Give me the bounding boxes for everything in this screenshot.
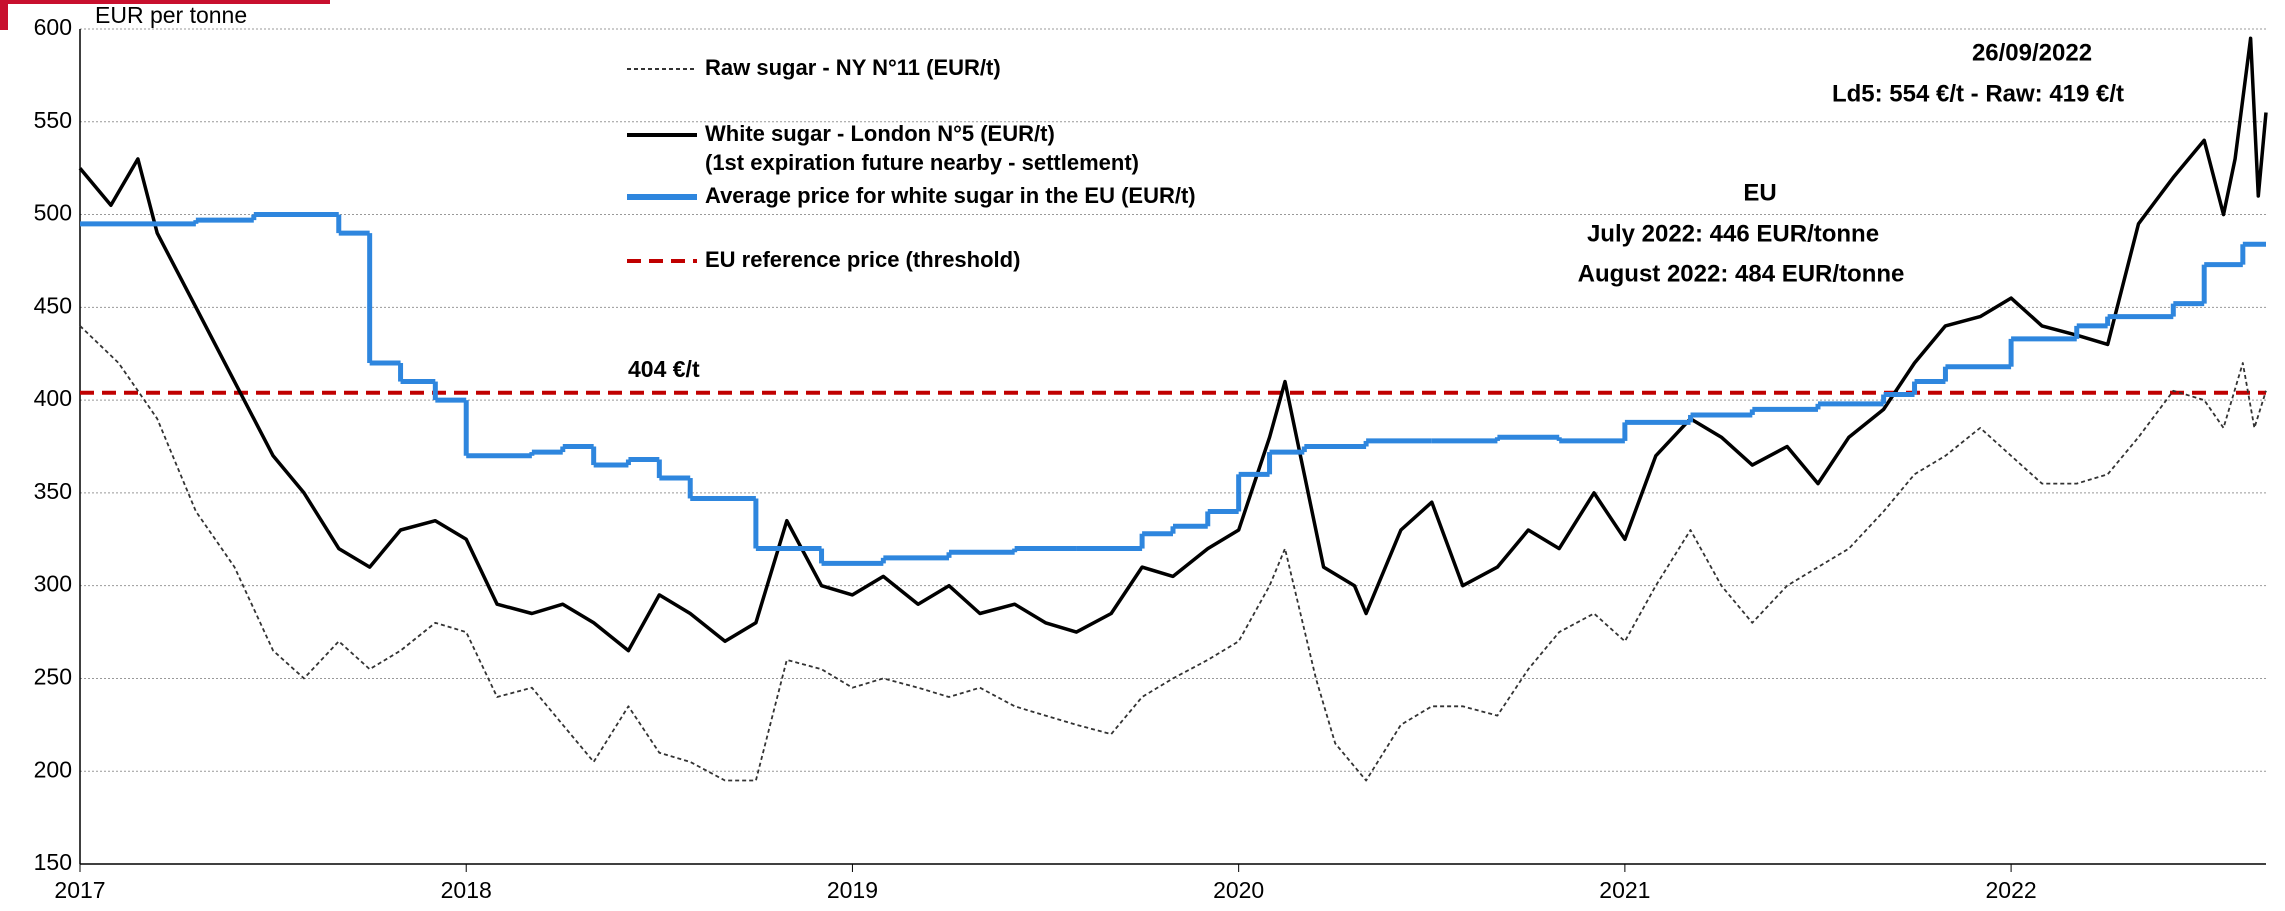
axis-unit: EUR per tonne	[95, 2, 247, 28]
y-tick-label: 300	[34, 571, 72, 597]
x-tick-label: 2019	[827, 877, 878, 903]
legend-label: EU reference price (threshold)	[705, 247, 1020, 272]
y-tick-label: 250	[34, 664, 72, 690]
logo-edge	[0, 0, 8, 30]
logo-edge	[0, 0, 330, 4]
y-tick-label: 450	[34, 292, 72, 318]
reference-label: 404 €/t	[628, 356, 700, 382]
x-tick-label: 2020	[1213, 877, 1264, 903]
legend-label: Average price for white sugar in the EU …	[705, 183, 1196, 208]
y-tick-label: 500	[34, 200, 72, 226]
y-tick-label: 350	[34, 478, 72, 504]
y-tick-label: 200	[34, 756, 72, 782]
x-tick-label: 2018	[441, 877, 492, 903]
annotation: July 2022: 446 EUR/tonne	[1587, 220, 1879, 247]
x-tick-label: 2022	[1986, 877, 2037, 903]
y-tick-label: 400	[34, 385, 72, 411]
x-tick-label: 2021	[1599, 877, 1650, 903]
legend-note: (1st expiration future nearby - settleme…	[705, 150, 1139, 175]
y-tick-label: 600	[34, 14, 72, 40]
y-tick-label: 550	[34, 107, 72, 133]
annotation: August 2022: 484 EUR/tonne	[1578, 260, 1905, 287]
series-line	[78, 36, 2268, 653]
legend-label: Raw sugar - NY N°11 (EUR/t)	[705, 55, 1001, 80]
series-line	[79, 325, 2267, 782]
annotation: 26/09/2022	[1972, 39, 2092, 66]
legend-label: White sugar - London N°5 (EUR/t)	[705, 121, 1055, 146]
y-tick-label: 150	[34, 849, 72, 875]
annotation: EU	[1743, 179, 1776, 206]
annotation: Ld5: 554 €/t - Raw: 419 €/t	[1832, 80, 2124, 107]
x-tick-label: 2017	[54, 877, 105, 903]
